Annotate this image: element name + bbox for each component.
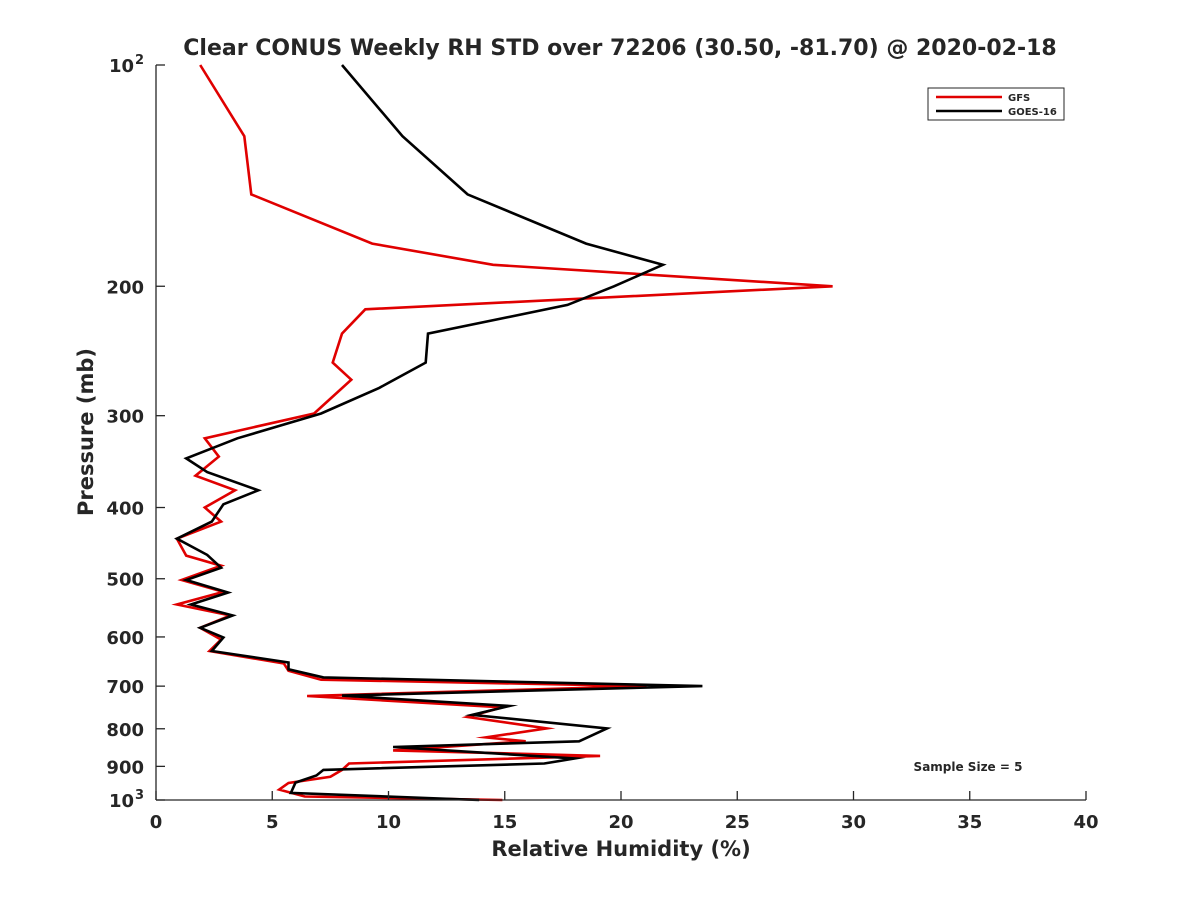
y-axis-label: Pressure (mb) [74, 348, 98, 516]
series-line-goes16 [174, 64, 703, 802]
y-tick-label: 10 [109, 56, 134, 77]
legend-label-goes16: GOES-16 [1008, 107, 1057, 118]
x-axis-label: Relative Humidity (%) [491, 837, 750, 861]
y-tick-label: 700 [106, 677, 144, 698]
sample-size-annotation: Sample Size = 5 [914, 760, 1023, 774]
x-tick-label: 0 [150, 812, 163, 833]
series-layer [171, 64, 833, 802]
x-tick-label: 40 [1073, 812, 1098, 833]
x-tick-label: 10 [376, 812, 401, 833]
x-tick-label: 25 [725, 812, 750, 833]
y-tick-exponent: 3 [135, 788, 144, 803]
y-tick-label: 300 [106, 407, 144, 428]
chart-title: Clear CONUS Weekly RH STD over 72206 (30… [183, 36, 1056, 61]
y-tick-label: 400 [106, 499, 144, 520]
x-tick-label: 35 [957, 812, 982, 833]
x-tick-label: 30 [841, 812, 866, 833]
legend-box [927, 87, 1065, 121]
y-tick-label: 600 [106, 628, 144, 649]
x-tick-label: 20 [608, 812, 633, 833]
x-tick-label: 15 [492, 812, 517, 833]
legend: GFS GOES-16 [927, 87, 1065, 121]
y-tick-label: 500 [106, 570, 144, 591]
y-tick-label: 900 [106, 757, 144, 778]
y-tick-exponent: 2 [135, 53, 144, 68]
y-tick-label: 800 [106, 720, 144, 741]
y-tick-label: 200 [106, 277, 144, 298]
x-tick-label: 5 [266, 812, 279, 833]
y-tick-label: 10 [109, 791, 134, 812]
legend-label-gfs: GFS [1008, 93, 1030, 104]
